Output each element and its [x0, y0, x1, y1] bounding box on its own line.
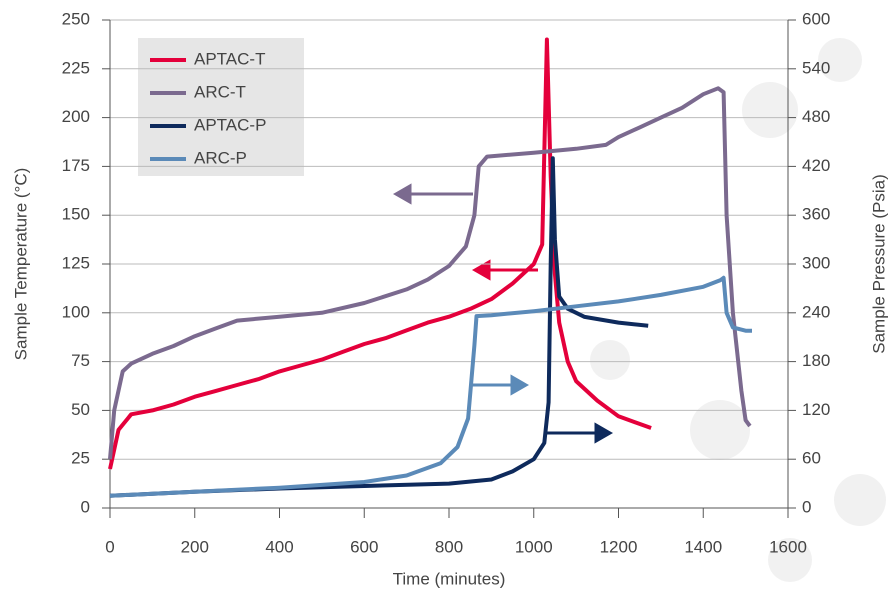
legend-label: APTAC-P	[194, 115, 266, 134]
series-line	[108, 86, 752, 460]
legend-label: ARC-P	[194, 148, 247, 167]
series-line	[109, 156, 649, 498]
y2-tick-label: 360	[802, 205, 830, 224]
y-tick-label: 0	[81, 497, 90, 516]
background-decor	[590, 38, 886, 582]
x-tick-label: 1600	[769, 537, 807, 556]
y2-tick-label: 420	[802, 156, 830, 175]
y-tick-label: 75	[71, 351, 90, 370]
series-line	[108, 37, 652, 470]
y2-tick-label: 180	[802, 351, 830, 370]
y2-tick-label: 240	[802, 302, 830, 321]
y-tick-label: 125	[62, 253, 90, 272]
x-axis-label: Time (minutes)	[393, 569, 506, 588]
x-tick-label: 1200	[600, 537, 638, 556]
y-axis-label: Sample Temperature (°C)	[11, 168, 30, 361]
y2-tick-label: 300	[802, 253, 830, 272]
x-tick-label: 600	[350, 537, 378, 556]
y-tick-label: 175	[62, 156, 90, 175]
y-tick-label: 200	[62, 107, 90, 126]
x-tick-label: 400	[265, 537, 293, 556]
y2-tick-label: 540	[802, 58, 830, 77]
y-tick-label: 250	[62, 9, 90, 28]
legend-label: APTAC-T	[194, 49, 265, 68]
y2-tick-label: 600	[802, 9, 830, 28]
y-tick-label: 25	[71, 449, 90, 468]
y-tick-label: 100	[62, 302, 90, 321]
annotation-arrows	[392, 183, 614, 444]
y2-tick-label: 60	[802, 449, 821, 468]
y-tick-label: 225	[62, 58, 90, 77]
x-tick-label: 200	[181, 537, 209, 556]
x-tick-label: 1000	[515, 537, 553, 556]
y2-tick-label: 0	[802, 497, 811, 516]
y2-tick-label: 120	[802, 400, 830, 419]
y-tick-label: 150	[62, 205, 90, 224]
y-tick-label: 50	[71, 400, 90, 419]
x-tick-label: 1400	[684, 537, 722, 556]
y2-tick-label: 480	[802, 107, 830, 126]
x-tick-label: 0	[105, 537, 114, 556]
y2-axis-label: Sample Pressure (Psia)	[869, 174, 888, 354]
x-tick-label: 800	[435, 537, 463, 556]
series-line	[109, 275, 752, 498]
legend-label: ARC-T	[194, 82, 246, 101]
